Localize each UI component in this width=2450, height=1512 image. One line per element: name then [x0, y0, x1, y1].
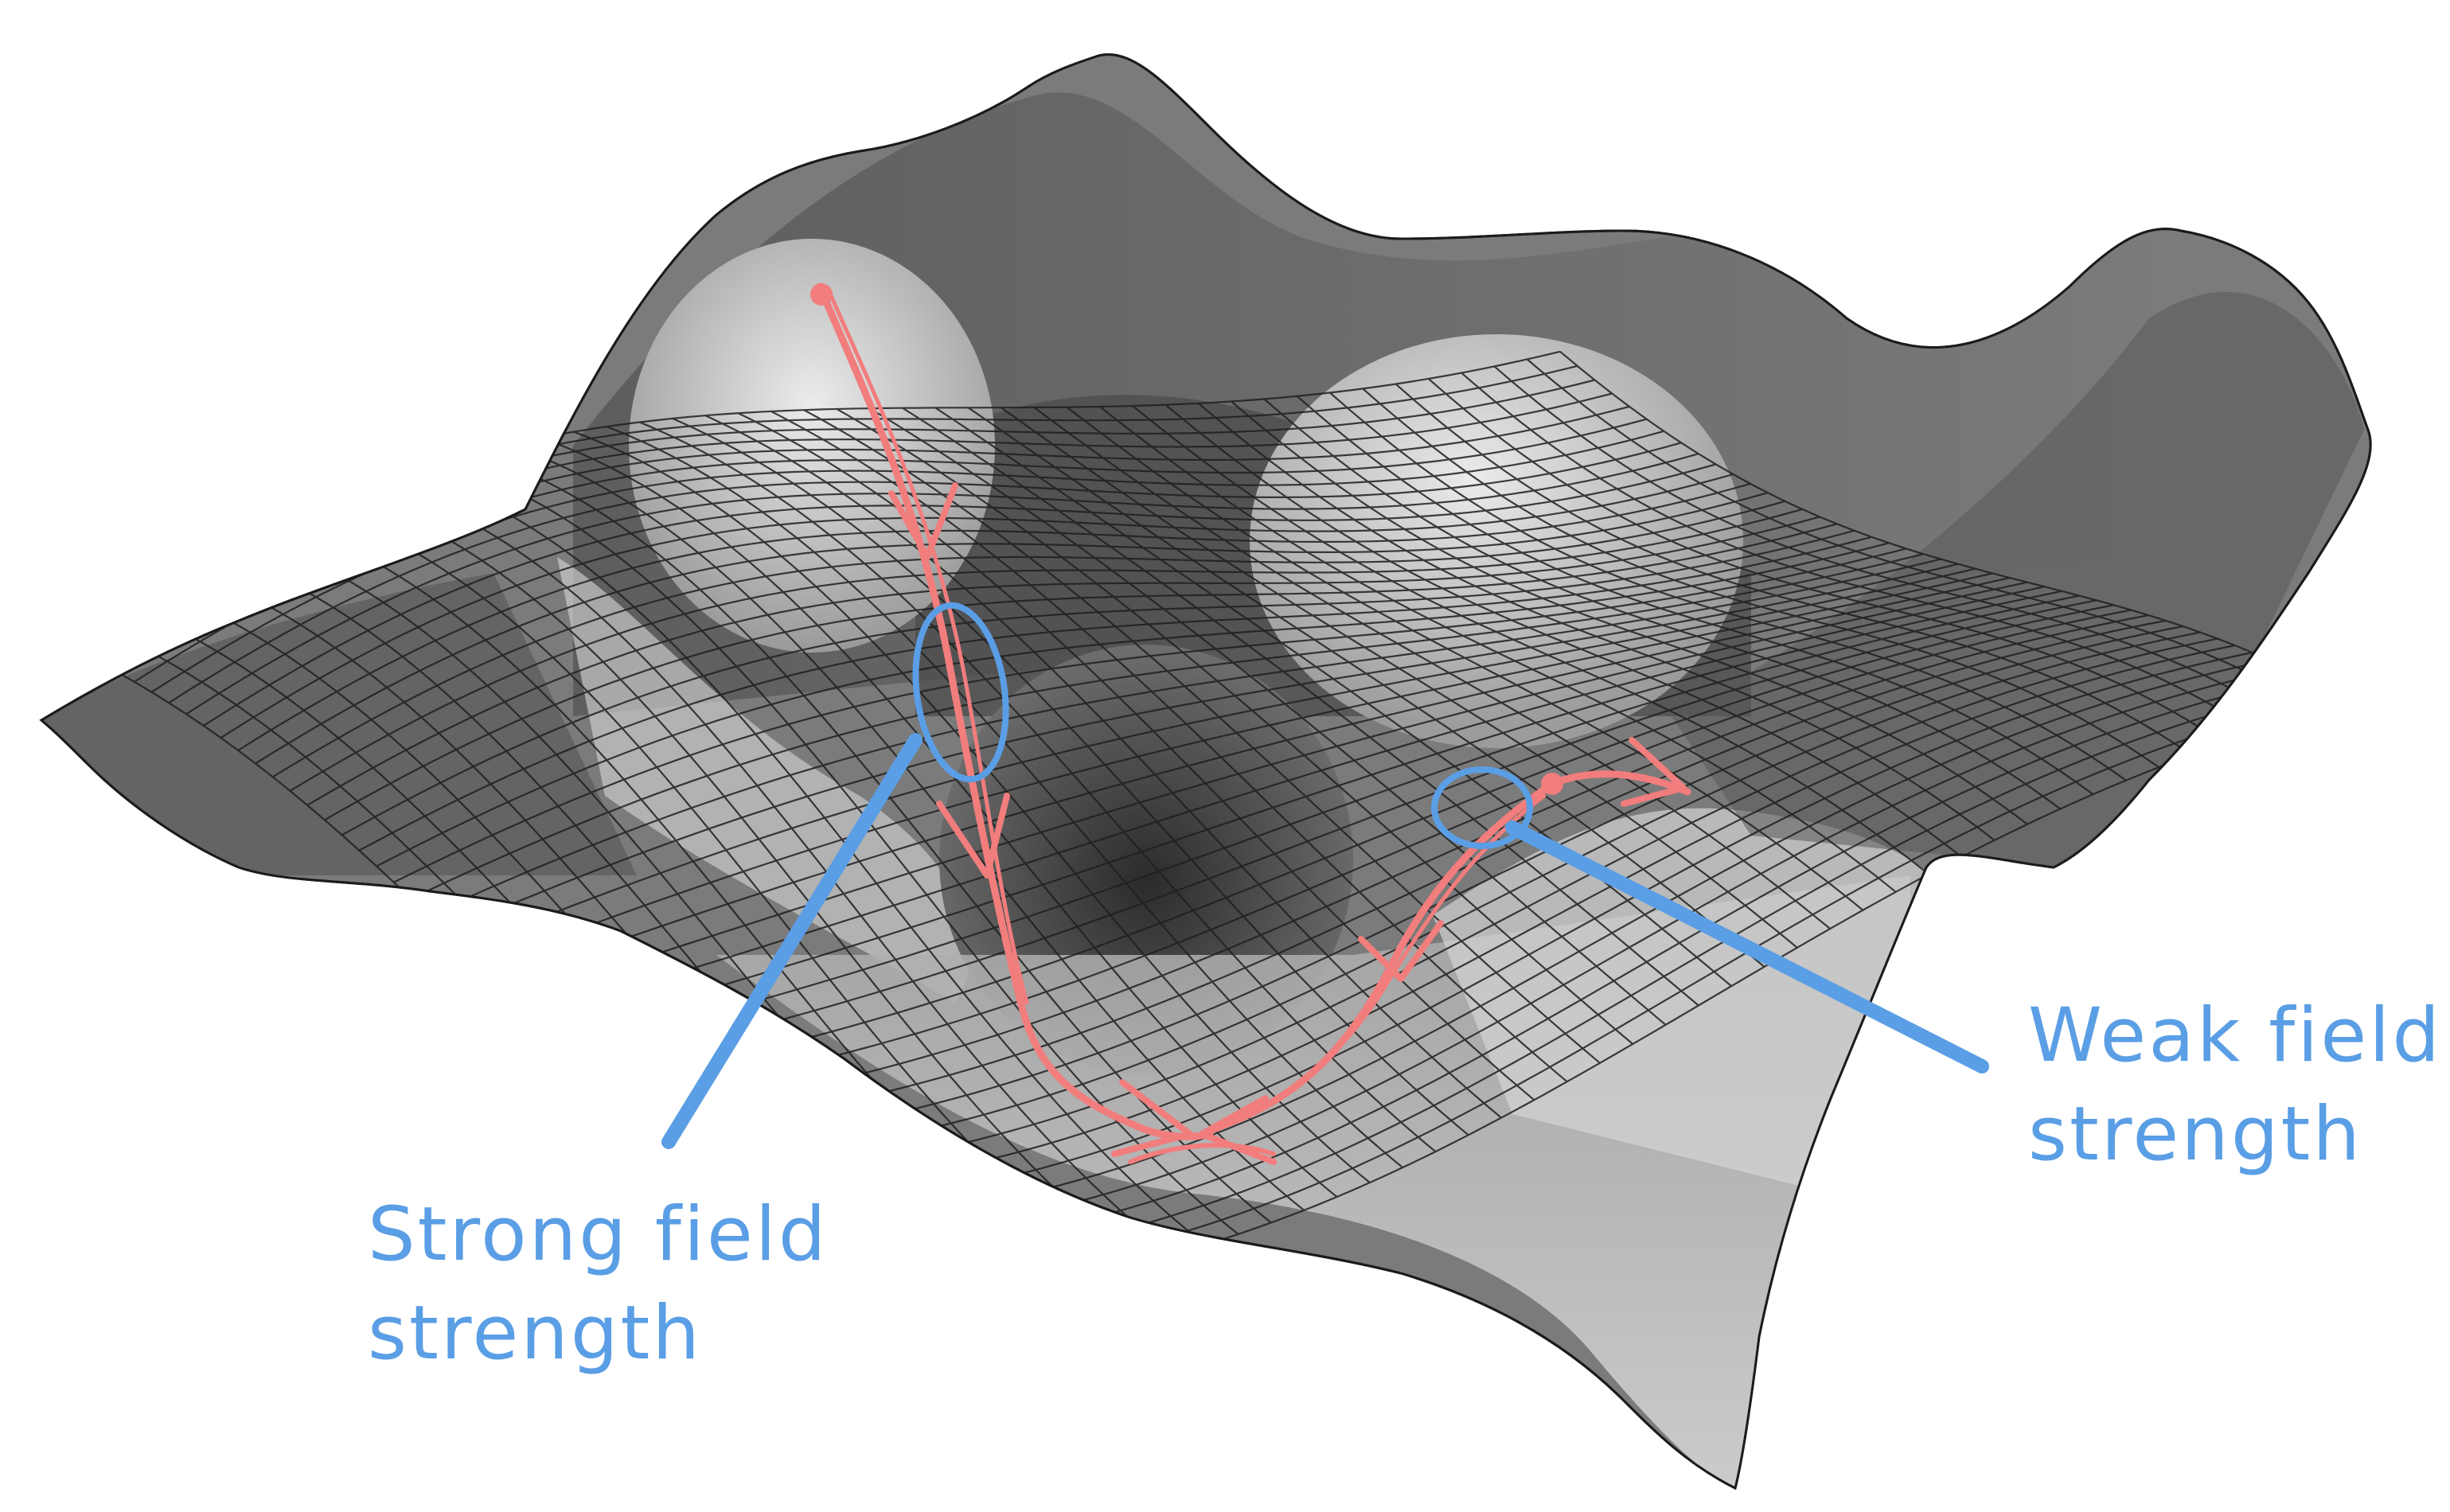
mesh-line-v	[203, 463, 1716, 727]
trajectory-ridge-exit	[1548, 770, 1691, 796]
mesh-line-v	[480, 572, 1993, 967]
surface-outline	[39, 53, 2372, 1491]
dot-icon	[810, 283, 1563, 795]
mesh-line-v	[306, 516, 1820, 806]
mesh-line-v	[393, 548, 1907, 883]
mesh-line-v	[601, 604, 2114, 1087]
strong-field-circle	[912, 602, 1009, 783]
left-side-shade	[41, 573, 637, 875]
mesh-line-v	[445, 563, 1959, 933]
trajectory-from-left-peak-echo	[825, 286, 1029, 1005]
trajectory-from-left-peak	[816, 283, 1214, 1140]
weak-field-pointer	[1505, 820, 1989, 1074]
mesh-line-v	[220, 473, 1734, 739]
start-dot-right	[1541, 773, 1563, 795]
mesh-line-v	[168, 442, 1682, 704]
mesh-line-v	[185, 453, 1699, 715]
weak-field-label-line2: strength	[2028, 1091, 2362, 1178]
left-shoulder	[557, 557, 971, 1003]
mesh-line-v	[653, 619, 2167, 1137]
arrowhead-left-upper	[888, 482, 958, 560]
strong-field-label-line2: strength	[368, 1290, 702, 1377]
strong-field-label-line1: Strong field	[368, 1191, 829, 1278]
mesh-line-v	[583, 599, 2097, 1070]
arrowhead-left-lower	[936, 793, 1010, 879]
mesh-line-v	[237, 482, 1751, 751]
mesh-line-v	[497, 577, 2011, 984]
strong-field-pointer	[661, 733, 923, 1149]
mesh-line-v	[566, 594, 2080, 1053]
mesh-line-v	[358, 536, 1872, 851]
arrowhead-basin-left	[1111, 1079, 1193, 1157]
annotations	[661, 602, 1989, 1149]
mesh-line-v	[341, 529, 1855, 836]
mesh-line-v	[411, 553, 1924, 900]
arrowhead-basin-right	[1199, 1095, 1277, 1165]
mesh-line-v	[427, 558, 1941, 917]
mesh-line-v	[514, 581, 2028, 1002]
mesh-line-v	[462, 567, 1976, 950]
mesh-line-v	[549, 590, 2062, 1036]
strong-field-label: Strong field strength	[368, 1186, 829, 1383]
weak-field-circle	[1431, 766, 1533, 849]
weak-field-label-line1: Weak field	[2028, 992, 2443, 1079]
mesh-line-v	[272, 500, 1785, 778]
trajectory-basin-floor	[1128, 1143, 1276, 1164]
arrowhead-exit	[1621, 737, 1687, 807]
mesh-line-v	[289, 508, 1803, 792]
start-dot-left	[810, 283, 833, 306]
chevron-arrow-icon	[888, 482, 1687, 1165]
mesh-line-v	[635, 614, 2149, 1120]
mesh-line-v	[376, 542, 1890, 867]
mesh-line-v	[255, 492, 1769, 765]
mesh-line-v	[618, 609, 2132, 1105]
arrowhead-right	[1358, 920, 1444, 982]
mesh-line-v	[324, 523, 1838, 821]
weak-field-label: Weak field strength	[2028, 987, 2442, 1184]
